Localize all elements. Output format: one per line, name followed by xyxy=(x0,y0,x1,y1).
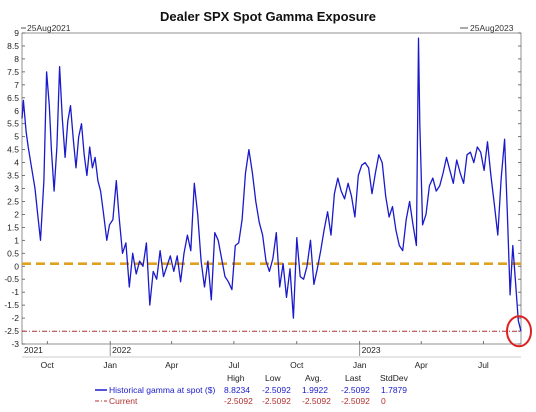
y-tick-label: 1.5 xyxy=(7,222,19,232)
y-tick-label: -1 xyxy=(11,287,19,297)
y-axis: 9 8.5 8 7.5 7 6.5 6 5.5 5 4.5 4 3.5 3 2.5 2 1.5 1 0.5 0 -0.… xyxy=(4,28,521,349)
range-end-marker: 25Aug2023 xyxy=(460,23,514,33)
y-tick-label: 7.5 xyxy=(7,67,19,77)
y-tick-label: -2 xyxy=(11,313,19,323)
y-tick-label: -3 xyxy=(11,339,19,349)
y-tick-label: 1 xyxy=(14,235,19,245)
x-tick-label: Oct xyxy=(290,360,304,370)
chart-title: Dealer SPX Spot Gamma Exposure xyxy=(160,9,376,24)
plot-area xyxy=(21,32,522,345)
y-tick-label: 3.5 xyxy=(7,171,19,181)
stats-header-stddev: StdDev xyxy=(380,373,409,383)
year-label: 2021 xyxy=(24,345,43,355)
stats-header-high: High xyxy=(227,373,245,383)
y-tick-label: 2 xyxy=(14,209,19,219)
stats-header-low: Low xyxy=(265,373,281,383)
y-tick-label: 3 xyxy=(14,184,19,194)
y-tick-label: -2.5 xyxy=(4,326,19,336)
y-tick-label: -1.5 xyxy=(4,300,19,310)
y-tick-label: 9 xyxy=(14,28,19,38)
stat-current-low: -2.5092 xyxy=(262,396,291,406)
range-end-label: 25Aug2023 xyxy=(470,23,514,33)
y-tick-label: 4 xyxy=(14,158,19,168)
stats-header-avg: Avg. xyxy=(305,373,322,383)
stat-current-avg: -2.5092 xyxy=(302,396,331,406)
x-tick-label: Jan xyxy=(353,360,367,370)
year-label: 2022 xyxy=(112,345,131,355)
legend-label-historical: Historical gamma at spot ($) xyxy=(109,385,215,395)
y-tick-label: 8 xyxy=(14,54,19,64)
series-line-historical xyxy=(21,37,522,332)
stat-historical-stddev: 1.7879 xyxy=(381,385,407,395)
range-start-label: 25Aug2021 xyxy=(27,23,71,33)
stat-current-stddev: 0 xyxy=(381,396,386,406)
legend: High Low Avg. Last StdDev Historical gam… xyxy=(95,373,409,406)
legend-label-current: Current xyxy=(109,396,138,406)
y-tick-label: 5.5 xyxy=(7,119,19,129)
stat-current-high: -2.5092 xyxy=(224,396,253,406)
range-start-marker: 25Aug2021 xyxy=(21,23,71,33)
x-tick-label: Jan xyxy=(103,360,117,370)
y-tick-label: 2.5 xyxy=(7,196,19,206)
x-axis: Oct Jan Apr Jul Oct Jan Apr Jul 2021 2022 2023 xyxy=(22,341,521,370)
x-tick-label: Jul xyxy=(228,360,239,370)
stat-historical-low: -2.5092 xyxy=(262,385,291,395)
stats-header-last: Last xyxy=(345,373,362,383)
y-tick-label: 4.5 xyxy=(7,145,19,155)
x-tick-label: Jul xyxy=(478,360,489,370)
stat-historical-avg: 1.9922 xyxy=(302,385,328,395)
y-tick-label: 8.5 xyxy=(7,41,19,51)
x-tick-label: Apr xyxy=(415,360,428,370)
y-tick-label: 0.5 xyxy=(7,248,19,258)
stat-historical-last: -2.5092 xyxy=(341,385,370,395)
year-label: 2023 xyxy=(362,345,381,355)
y-tick-label: -0.5 xyxy=(4,274,19,284)
highlight-circle xyxy=(506,315,532,348)
y-tick-label: 5 xyxy=(14,132,19,142)
stat-current-last: -2.5092 xyxy=(341,396,370,406)
x-tick-label: Apr xyxy=(165,360,178,370)
stat-historical-high: 8.8234 xyxy=(224,385,250,395)
y-tick-label: 7 xyxy=(14,80,19,90)
y-tick-label: 6.5 xyxy=(7,93,19,103)
y-tick-label: 6 xyxy=(14,106,19,116)
y-tick-label: 0 xyxy=(14,261,19,271)
x-tick-label: Oct xyxy=(41,360,55,370)
